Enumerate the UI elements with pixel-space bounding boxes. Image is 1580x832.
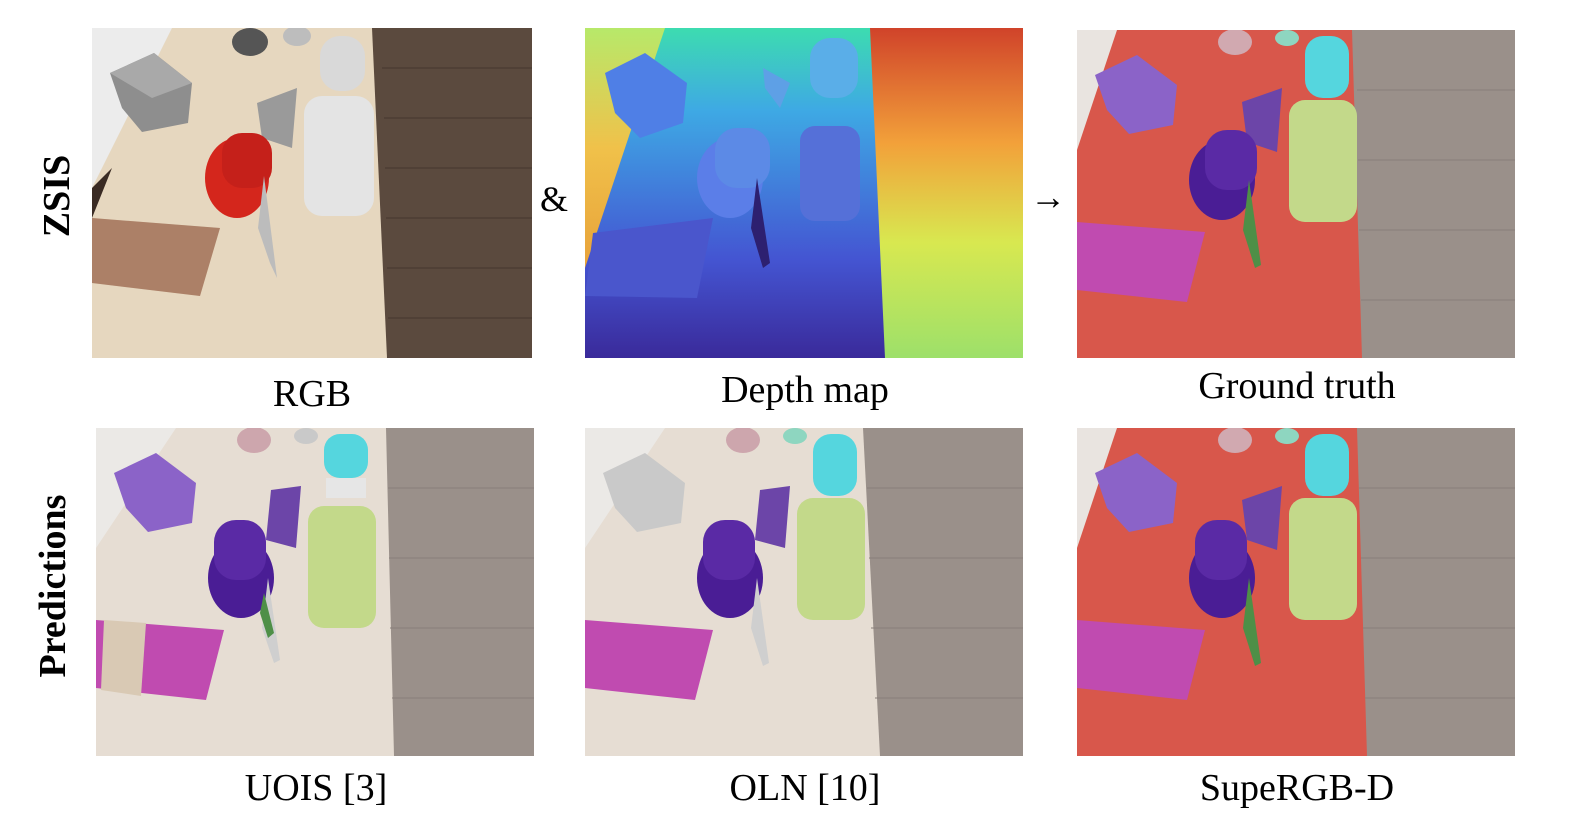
caption-oln: OLN [10] — [729, 767, 881, 809]
row-label-predictions: Predictions — [32, 494, 74, 678]
uois-prediction-image — [96, 428, 534, 756]
supergbd-prediction-image — [1077, 428, 1515, 756]
oln-prediction-image — [585, 428, 1023, 756]
ground-truth-image — [1077, 30, 1515, 358]
caption-ground-truth: Ground truth — [1198, 365, 1396, 407]
arrow-icon: → — [1030, 177, 1066, 217]
and-symbol: & — [540, 179, 569, 219]
row-label-zsis: ZSIS — [36, 154, 78, 238]
caption-depth-map: Depth map — [721, 369, 889, 411]
depth-map-image — [585, 28, 1023, 358]
caption-supergbd: SupeRGB-D — [1199, 767, 1395, 809]
caption-uois: UOIS [3] — [244, 767, 388, 809]
rgb-image — [92, 28, 532, 358]
caption-rgb: RGB — [272, 373, 352, 415]
